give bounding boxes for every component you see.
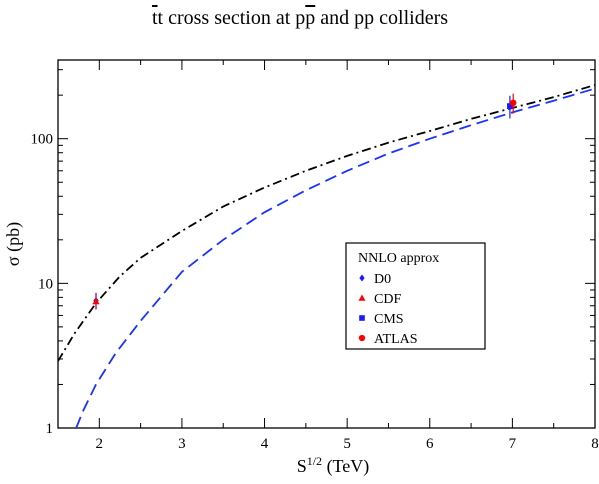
legend-marker-cms — [359, 315, 365, 321]
x-tick-label: 3 — [178, 436, 186, 452]
curves — [58, 84, 595, 428]
data-points — [92, 93, 517, 310]
dash-dot-curve — [58, 84, 595, 362]
chart-title: tt cross section at pp and pp colliders — [152, 7, 448, 29]
data-point-atlas — [509, 99, 517, 107]
legend-box — [345, 242, 486, 350]
legend-label-cms: CMS — [374, 312, 404, 327]
x-tick-label: 6 — [426, 436, 434, 452]
x-axis-label: S1/2 (TeV) — [297, 454, 370, 477]
legend-label-cdf: CDF — [374, 292, 401, 307]
data-point-cdf — [92, 297, 100, 305]
y-axis-label: σ (pb) — [3, 222, 24, 266]
legend-entries: D0 CDF CMS ATLAS — [358, 272, 418, 347]
dashed-curve — [75, 87, 595, 428]
x-tick-label: 4 — [261, 436, 269, 452]
y-tick-label: 100 — [31, 132, 54, 148]
legend-label-atlas: ATLAS — [374, 332, 418, 347]
axis-ticks: 2 3 4 5 6 7 8 1 10 100 — [31, 60, 599, 452]
x-tick-label: 2 — [96, 436, 104, 452]
data-point-cms — [507, 103, 513, 109]
y-tick-label: 10 — [38, 276, 53, 292]
legend-label-d0: D0 — [374, 272, 391, 287]
y-tick-label: 1 — [46, 421, 54, 437]
chart-title-text: tt cross section at pp and pp colliders — [152, 7, 448, 29]
legend-marker-atlas — [358, 334, 366, 342]
x-tick-label: 8 — [591, 436, 599, 452]
legend-marker-cdf — [358, 294, 366, 301]
legend: NNLO approx D0 CDF CMS ATLAS — [345, 242, 486, 350]
x-tick-label: 5 — [343, 436, 351, 452]
x-tick-label: 7 — [509, 436, 517, 452]
plot-frame — [57, 59, 596, 429]
legend-marker-d0 — [359, 274, 365, 282]
legend-title: NNLO approx — [358, 251, 439, 266]
